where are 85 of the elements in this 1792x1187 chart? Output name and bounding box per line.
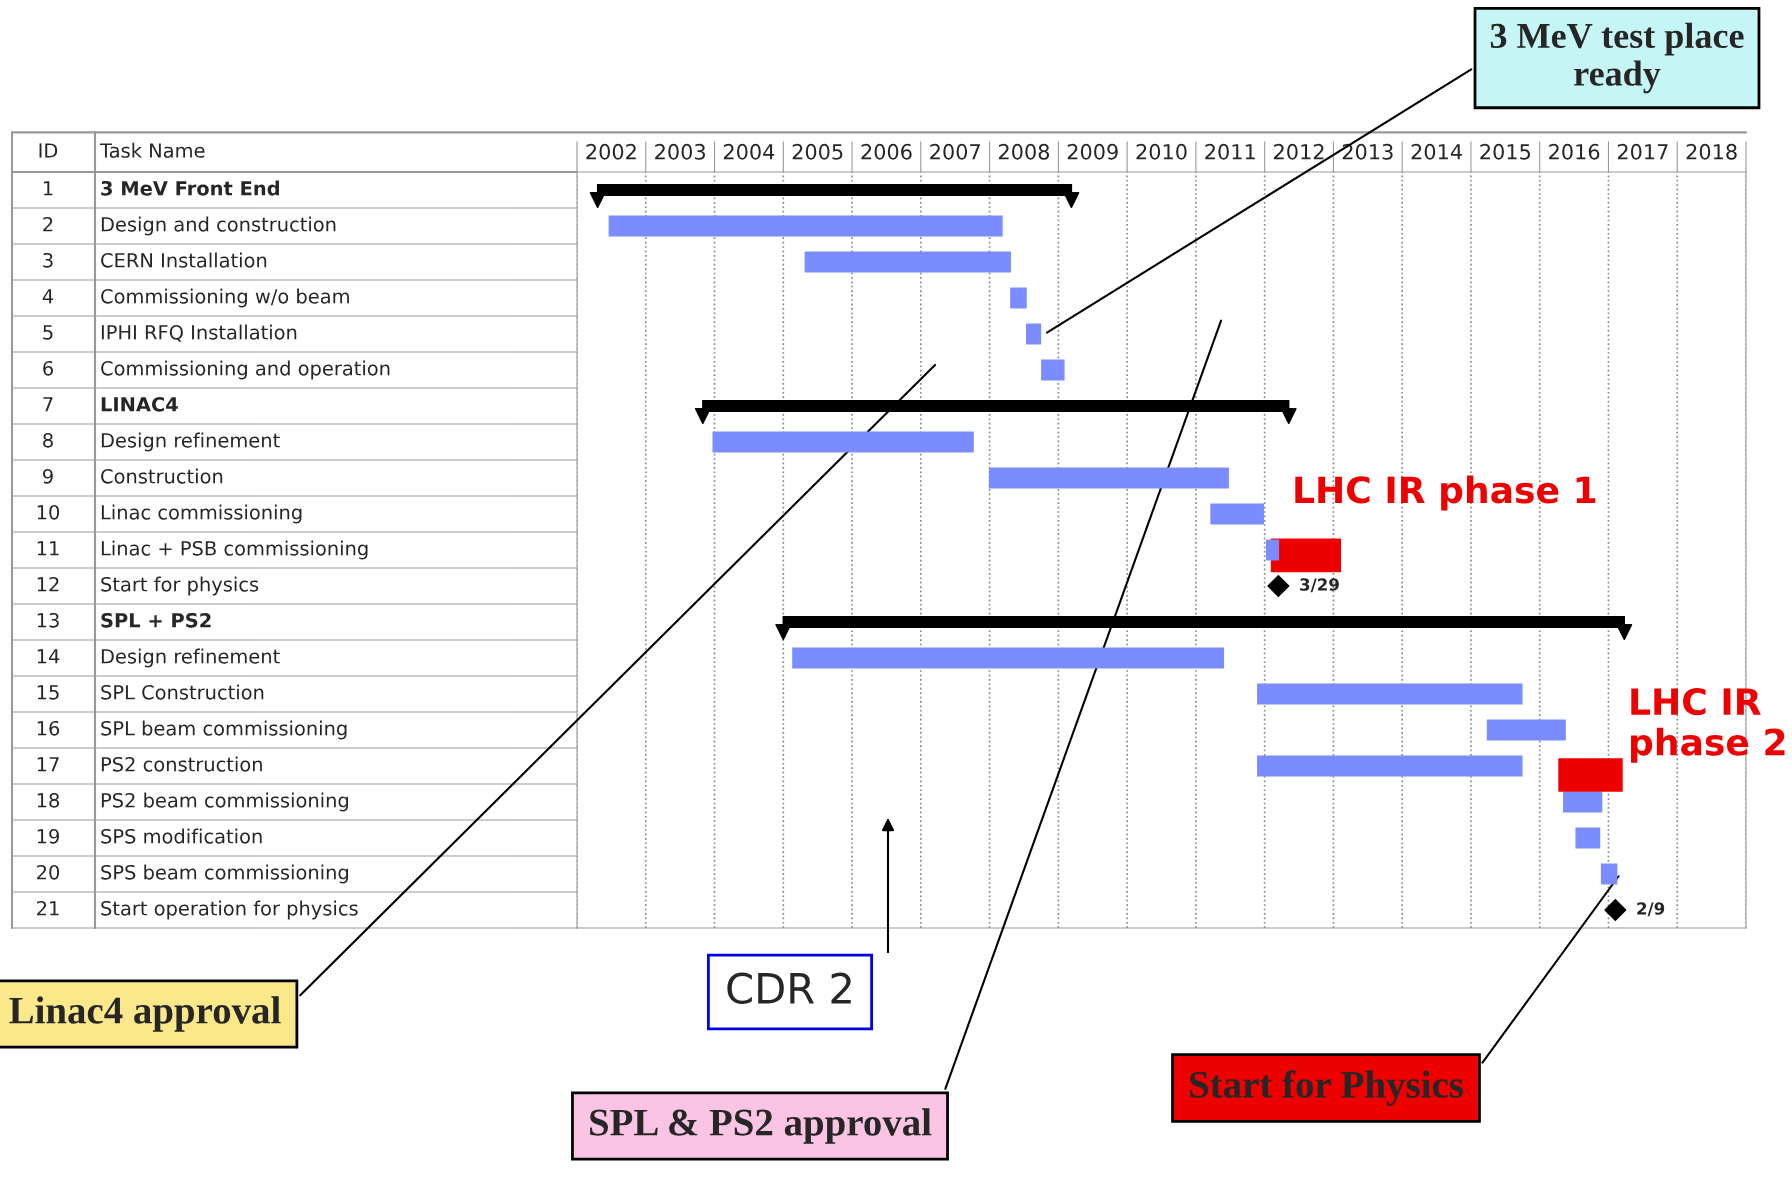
x-tick-label: 2007 bbox=[930, 143, 980, 160]
bar bbox=[712, 431, 974, 453]
y-tick-label: PS2 beam commissioning bbox=[101, 792, 349, 812]
bar bbox=[1010, 287, 1027, 309]
annotation: LHC IR phase 1 bbox=[1295, 475, 1596, 511]
x-tick-label: 2018 bbox=[1686, 143, 1737, 160]
bar bbox=[1210, 503, 1264, 525]
y2-tick-label: 21 bbox=[37, 900, 59, 916]
bar bbox=[1257, 755, 1523, 777]
bar bbox=[1026, 323, 1042, 345]
text: SPL & PS2 approval bbox=[590, 1108, 932, 1144]
bar bbox=[804, 251, 1011, 273]
y-tick-label: Design and construction bbox=[101, 216, 336, 236]
y-tick-label: SPL Construction bbox=[101, 684, 264, 700]
y-tick-label: CERN Installation bbox=[101, 252, 267, 268]
x-tick-label: 2003 bbox=[655, 143, 705, 160]
annotation: LHC IR phase 2 bbox=[1631, 687, 1785, 763]
y2-tick-label: 1 bbox=[43, 181, 53, 196]
x-tick-label: 2010 bbox=[1136, 143, 1187, 160]
y-tick-label: SPL + PS2 bbox=[101, 612, 211, 628]
y2-tick-label: 18 bbox=[37, 792, 60, 808]
x-tick-label: 2016 bbox=[1549, 143, 1600, 160]
x-tick-label: 2004 bbox=[723, 143, 775, 160]
x-tick-label: 2011 bbox=[1205, 143, 1255, 160]
y-tick-label: Linac + PSB commissioning bbox=[101, 540, 368, 560]
y-tick-label: SPS modification bbox=[101, 828, 262, 844]
y2-tick-label: 19 bbox=[37, 828, 59, 844]
x-tick-label: 2013 bbox=[1342, 143, 1393, 160]
y-tick-label: Start operation for physics bbox=[101, 900, 358, 920]
y-tick-label: PS2 construction bbox=[101, 756, 262, 772]
annotation: 3 MeV test place ready bbox=[1490, 22, 1744, 94]
x-tick-label: 2002 bbox=[586, 143, 636, 160]
x-tick-label: 2005 bbox=[792, 143, 843, 160]
y2-tick-label: 6 bbox=[43, 360, 53, 376]
bar bbox=[1600, 863, 1618, 885]
bar bbox=[1486, 719, 1566, 741]
annotation: Start for Physics bbox=[1190, 1070, 1463, 1106]
x-tick-label: 2015 bbox=[1480, 143, 1531, 160]
y-tick-label: Design refinement bbox=[101, 648, 280, 668]
data-label: 2/9 bbox=[1637, 902, 1665, 917]
bar bbox=[1041, 359, 1065, 381]
y2-tick-label: 9 bbox=[43, 468, 53, 484]
text: ID bbox=[39, 143, 58, 158]
bar bbox=[988, 467, 1229, 489]
x-tick-label: 2008 bbox=[998, 143, 1050, 160]
x-tick-label: 2012 bbox=[1274, 143, 1324, 160]
y-tick-label: SPS beam commissioning bbox=[101, 864, 348, 884]
bar bbox=[608, 215, 1003, 237]
y2-tick-label: 16 bbox=[37, 720, 60, 736]
y-tick-label: LINAC4 bbox=[101, 396, 178, 412]
y-tick-label: Construction bbox=[101, 468, 223, 484]
y2-tick-label: 4 bbox=[42, 289, 54, 304]
y2-tick-label: 11 bbox=[37, 541, 59, 556]
x-tick-label: 2017 bbox=[1617, 143, 1668, 160]
y2-tick-label: 7 bbox=[43, 397, 53, 412]
y2-tick-label: 5 bbox=[43, 325, 53, 340]
y-tick-label: Design refinement bbox=[101, 432, 280, 452]
y-axis-title: Task Name bbox=[99, 142, 205, 158]
y2-tick-label: 3 bbox=[43, 252, 53, 268]
text: Linac4 approval bbox=[9, 996, 281, 1032]
y2-tick-label: 17 bbox=[37, 757, 59, 772]
y-tick-label: 3 MeV Front End bbox=[101, 180, 279, 196]
bar bbox=[792, 647, 1225, 669]
data-label: 3/29 bbox=[1300, 578, 1339, 593]
x-tick-label: 2014 bbox=[1411, 143, 1462, 160]
y-tick-label: Linac commissioning bbox=[101, 504, 302, 524]
y-tick-label: Start for physics bbox=[101, 576, 259, 596]
bar bbox=[1575, 827, 1601, 849]
text: CDR 2 bbox=[727, 972, 851, 1005]
y2-tick-label: 10 bbox=[37, 504, 60, 520]
y2-tick-label: 8 bbox=[43, 432, 53, 448]
y2-tick-label: 12 bbox=[37, 576, 59, 592]
y2-tick-label: 20 bbox=[37, 864, 60, 880]
y-tick-label: SPL beam commissioning bbox=[101, 720, 347, 740]
x-tick-label: 2006 bbox=[861, 143, 912, 160]
x-tick-label: 2009 bbox=[1067, 143, 1118, 160]
y2-tick-label: 14 bbox=[37, 649, 60, 664]
y2-tick-label: 2 bbox=[43, 216, 53, 232]
y2-tick-label: 13 bbox=[37, 612, 59, 628]
y-tick-label: IPHI RFQ Installation bbox=[101, 324, 297, 342]
y-tick-label: Commissioning and operation bbox=[101, 360, 390, 380]
y-tick-label: Commissioning w/o beam bbox=[101, 288, 349, 308]
y2-tick-label: 15 bbox=[37, 685, 59, 700]
bar bbox=[1266, 539, 1280, 561]
bar bbox=[1257, 683, 1523, 705]
